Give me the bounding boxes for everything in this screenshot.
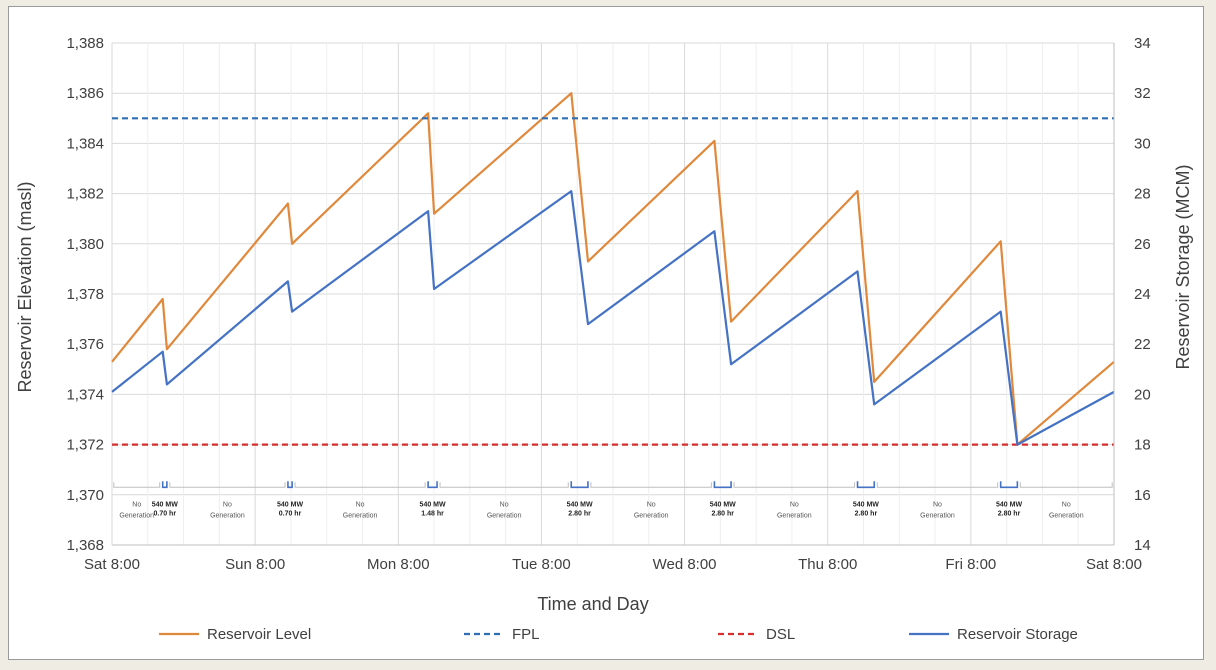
legend-label: Reservoir Storage bbox=[957, 626, 1078, 643]
no-generation-label: Generation bbox=[487, 512, 522, 519]
legend-label: FPL bbox=[512, 626, 540, 643]
x-tick-label: Sat 8:00 bbox=[1086, 556, 1142, 573]
y-tick-label: 1,374 bbox=[66, 386, 104, 403]
y-tick-label: 1,384 bbox=[66, 135, 104, 152]
y-tick-label: 1,372 bbox=[66, 437, 104, 454]
reservoir-chart: No Generation 540 MW 0.70 hr No Generation 540… bbox=[15, 35, 1193, 643]
generation-hours-label: 0.70 hr bbox=[153, 510, 176, 517]
no-generation-bracket bbox=[439, 482, 569, 488]
no-generation-label: No bbox=[132, 501, 141, 508]
generation-mw-label: 540 MW bbox=[277, 501, 303, 508]
y2-tick-label: 24 bbox=[1134, 286, 1151, 303]
generation-mw-label: 540 MW bbox=[152, 501, 178, 508]
y-tick-label: 1,382 bbox=[66, 186, 104, 203]
no-generation-label: No bbox=[356, 501, 365, 508]
generation-bracket bbox=[570, 481, 589, 489]
generation-bracket bbox=[427, 481, 438, 489]
generation-hours-label: 2.80 hr bbox=[855, 510, 878, 517]
generation-bracket bbox=[161, 481, 168, 489]
y2-tick-label: 20 bbox=[1134, 386, 1151, 403]
y-tick-label: 1,380 bbox=[66, 236, 104, 253]
no-generation-bracket bbox=[113, 482, 161, 488]
generation-hours-label: 2.80 hr bbox=[711, 510, 734, 517]
x-tick-label: Mon 8:00 bbox=[367, 556, 430, 573]
x-tick-label: Wed 8:00 bbox=[653, 556, 717, 573]
series-reservoir-storage bbox=[111, 190, 1115, 446]
chart-frame: No Generation 540 MW 0.70 hr No Generation 540… bbox=[8, 6, 1204, 660]
y2-tick-label: 14 bbox=[1134, 537, 1151, 554]
no-generation-bracket bbox=[169, 482, 286, 488]
no-generation-label: No bbox=[1062, 501, 1071, 508]
no-generation-label: Generation bbox=[920, 512, 955, 519]
no-generation-bracket bbox=[294, 482, 426, 488]
generation-annotations: No Generation 540 MW 0.70 hr No Generation 540… bbox=[113, 481, 1113, 519]
generation-hours-label: 1.48 hr bbox=[421, 510, 444, 517]
no-generation-label: No bbox=[933, 501, 942, 508]
x-axis-title: Time and Day bbox=[537, 594, 648, 614]
x-tick-label: Thu 8:00 bbox=[798, 556, 857, 573]
y-tick-label: 1,368 bbox=[66, 537, 104, 554]
no-generation-label: No bbox=[647, 501, 656, 508]
x-tick-label: Sun 8:00 bbox=[225, 556, 285, 573]
no-generation-bracket bbox=[733, 482, 856, 488]
series-lines bbox=[111, 92, 1115, 446]
generation-mw-label: 540 MW bbox=[853, 501, 879, 508]
no-generation-label: Generation bbox=[634, 512, 669, 519]
generation-bracket bbox=[287, 481, 293, 489]
legend: Reservoir Level FPL DSL Reservoir Storage bbox=[159, 626, 1078, 643]
no-generation-label: Generation bbox=[343, 512, 378, 519]
y-tick-label: 1,386 bbox=[66, 85, 104, 102]
y2-tick-label: 34 bbox=[1134, 35, 1151, 52]
generation-mw-label: 540 MW bbox=[567, 501, 593, 508]
axes: 1,368 1,370 1,372 1,374 1,376 1,378 1,380 1,382… bbox=[66, 35, 1150, 573]
no-generation-label: No bbox=[223, 501, 232, 508]
generation-bracket bbox=[999, 481, 1019, 489]
y2-tick-label: 28 bbox=[1134, 186, 1151, 203]
gridlines bbox=[111, 42, 1115, 546]
y-axis-title: Reservoir Elevation (masl) bbox=[15, 181, 35, 392]
generation-mw-label: 540 MW bbox=[710, 501, 736, 508]
y2-tick-label: 18 bbox=[1134, 437, 1151, 454]
no-generation-label: Generation bbox=[777, 512, 812, 519]
x-tick-label: Fri 8:00 bbox=[945, 556, 996, 573]
y2-tick-label: 22 bbox=[1134, 336, 1151, 353]
no-generation-label: No bbox=[790, 501, 799, 508]
no-generation-bracket bbox=[876, 482, 999, 488]
generation-mw-label: 540 MW bbox=[420, 501, 446, 508]
generation-mw-label: 540 MW bbox=[996, 501, 1022, 508]
y2-tick-label: 26 bbox=[1134, 236, 1151, 253]
y2-tick-label: 32 bbox=[1134, 85, 1151, 102]
no-generation-label: Generation bbox=[1049, 512, 1084, 519]
generation-bracket bbox=[713, 481, 732, 489]
y-tick-label: 1,376 bbox=[66, 336, 104, 353]
x-tick-label: Tue 8:00 bbox=[512, 556, 571, 573]
generation-bracket bbox=[856, 481, 876, 489]
no-generation-bracket bbox=[590, 482, 712, 488]
no-generation-label: Generation bbox=[210, 512, 245, 519]
y-tick-label: 1,370 bbox=[66, 487, 104, 504]
y2-tick-label: 30 bbox=[1134, 135, 1151, 152]
no-generation-label: Generation bbox=[119, 512, 154, 519]
generation-hours-label: 2.80 hr bbox=[568, 510, 591, 517]
y-tick-label: 1,378 bbox=[66, 286, 104, 303]
generation-hours-label: 0.70 hr bbox=[279, 510, 302, 517]
series-reservoir-level bbox=[111, 92, 1115, 446]
y-tick-label: 1,388 bbox=[66, 35, 104, 52]
legend-label: Reservoir Level bbox=[207, 626, 311, 643]
y2-axis-title: Reservoir Storage (MCM) bbox=[1173, 164, 1193, 369]
x-tick-label: Sat 8:00 bbox=[84, 556, 140, 573]
legend-label: DSL bbox=[766, 626, 795, 643]
no-generation-label: No bbox=[500, 501, 509, 508]
no-generation-bracket bbox=[1019, 482, 1113, 488]
generation-hours-label: 2.80 hr bbox=[998, 510, 1021, 517]
y2-tick-label: 16 bbox=[1134, 487, 1151, 504]
